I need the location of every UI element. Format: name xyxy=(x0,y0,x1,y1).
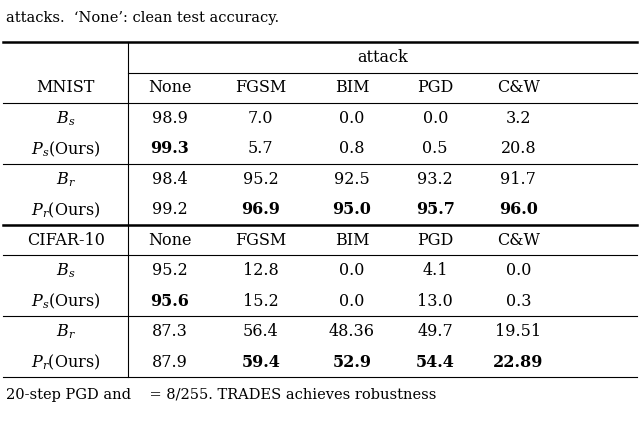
Text: 96.9: 96.9 xyxy=(241,201,280,218)
Text: 20-step PGD and    = 8/255. TRADES achieves robustness: 20-step PGD and = 8/255. TRADES achieves… xyxy=(6,388,436,402)
Text: C&W: C&W xyxy=(497,80,540,96)
Text: 95.6: 95.6 xyxy=(150,293,189,310)
Text: attacks.  ‘None’: clean test accuracy.: attacks. ‘None’: clean test accuracy. xyxy=(6,11,280,25)
Text: 12.8: 12.8 xyxy=(243,262,278,279)
Text: 91.7: 91.7 xyxy=(500,171,536,188)
Text: 98.9: 98.9 xyxy=(152,110,188,127)
Text: BIM: BIM xyxy=(335,80,369,96)
Text: 95.2: 95.2 xyxy=(243,171,278,188)
Text: 0.0: 0.0 xyxy=(506,262,531,279)
Text: 95.2: 95.2 xyxy=(152,262,188,279)
Text: 92.5: 92.5 xyxy=(334,171,370,188)
Text: 95.0: 95.0 xyxy=(333,201,371,218)
Text: 4.1: 4.1 xyxy=(422,262,448,279)
Text: 5.7: 5.7 xyxy=(248,140,274,157)
Text: 0.0: 0.0 xyxy=(339,262,365,279)
Text: CIFAR-10: CIFAR-10 xyxy=(27,232,104,249)
Text: $B_s$: $B_s$ xyxy=(56,261,76,280)
Text: 3.2: 3.2 xyxy=(506,110,531,127)
Text: $P_s$(Ours): $P_s$(Ours) xyxy=(31,139,100,159)
Text: FGSM: FGSM xyxy=(235,80,287,96)
Text: $P_s$(Ours): $P_s$(Ours) xyxy=(31,291,100,311)
Text: 15.2: 15.2 xyxy=(243,293,278,310)
Text: None: None xyxy=(148,232,191,249)
Text: 48.36: 48.36 xyxy=(329,323,375,340)
Text: 93.2: 93.2 xyxy=(417,171,453,188)
Text: MNIST: MNIST xyxy=(36,80,95,96)
Text: 87.3: 87.3 xyxy=(152,323,188,340)
Text: 54.4: 54.4 xyxy=(416,354,454,371)
Text: $P_r$(Ours): $P_r$(Ours) xyxy=(31,200,100,220)
Text: 0.0: 0.0 xyxy=(339,110,365,127)
Text: 0.3: 0.3 xyxy=(506,293,531,310)
Text: FGSM: FGSM xyxy=(235,232,287,249)
Text: 98.4: 98.4 xyxy=(152,171,188,188)
Text: $P_r$(Ours): $P_r$(Ours) xyxy=(31,352,100,372)
Text: 59.4: 59.4 xyxy=(241,354,280,371)
Text: attack: attack xyxy=(357,49,408,66)
Text: 96.0: 96.0 xyxy=(499,201,538,218)
Text: None: None xyxy=(148,80,191,96)
Text: PGD: PGD xyxy=(417,232,453,249)
Text: C&W: C&W xyxy=(497,232,540,249)
Text: 56.4: 56.4 xyxy=(243,323,278,340)
Text: 22.89: 22.89 xyxy=(493,354,543,371)
Text: 0.8: 0.8 xyxy=(339,140,365,157)
Text: BIM: BIM xyxy=(335,232,369,249)
Text: 19.51: 19.51 xyxy=(495,323,541,340)
Text: $B_r$: $B_r$ xyxy=(56,170,76,189)
Text: 0.0: 0.0 xyxy=(422,110,448,127)
Text: 0.0: 0.0 xyxy=(339,293,365,310)
Text: 49.7: 49.7 xyxy=(417,323,453,340)
Text: 52.9: 52.9 xyxy=(333,354,371,371)
Text: 99.2: 99.2 xyxy=(152,201,188,218)
Text: 99.3: 99.3 xyxy=(150,140,189,157)
Text: 13.0: 13.0 xyxy=(417,293,453,310)
Text: PGD: PGD xyxy=(417,80,453,96)
Text: 87.9: 87.9 xyxy=(152,354,188,371)
Text: 95.7: 95.7 xyxy=(416,201,454,218)
Text: $B_s$: $B_s$ xyxy=(56,109,76,128)
Text: 7.0: 7.0 xyxy=(248,110,273,127)
Text: $B_r$: $B_r$ xyxy=(56,322,76,341)
Text: 20.8: 20.8 xyxy=(500,140,536,157)
Text: 0.5: 0.5 xyxy=(422,140,448,157)
